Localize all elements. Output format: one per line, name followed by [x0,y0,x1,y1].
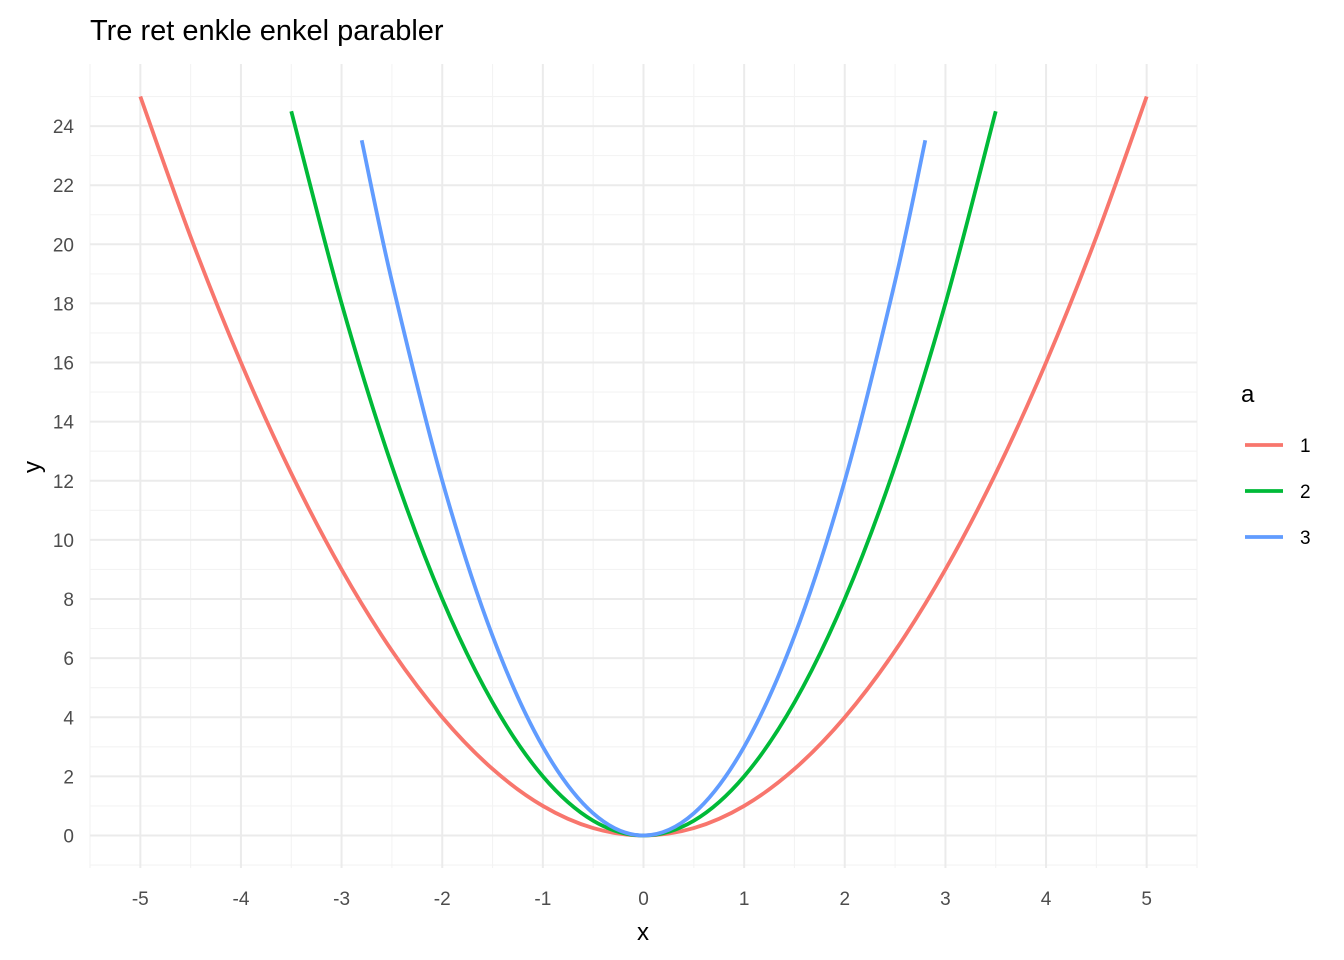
y-tick-label: 6 [63,649,74,670]
y-tick-label: 2 [63,767,74,788]
y-tick-label: 10 [53,531,74,552]
y-axis-title: y [19,461,46,473]
x-tick-label: 0 [638,889,649,910]
y-tick-label: 12 [53,472,74,493]
y-tick-label: 8 [63,590,74,611]
legend-label-3: 3 [1300,528,1311,549]
y-tick-label: 18 [53,294,74,315]
x-tick-label: 5 [1141,889,1152,910]
y-tick-label: 4 [63,708,74,729]
x-tick-label: -1 [534,889,551,910]
chart-title: Tre ret enkle enkel parabler [90,15,444,47]
x-axis-title: x [637,919,649,946]
y-tick-label: 16 [53,354,74,375]
x-tick-label: 4 [1041,889,1052,910]
legend: a 1 2 3 [1241,381,1311,549]
series-line-3 [359,139,928,838]
x-tick-label: 1 [739,889,750,910]
legend-items: 1 2 3 [1245,436,1311,549]
y-tick-label: 20 [53,235,74,256]
x-tick-label: -5 [132,889,149,910]
x-tick-label: 2 [839,889,850,910]
plot-panel [89,64,1198,868]
x-tick-label: 3 [940,889,951,910]
legend-label-1: 1 [1300,436,1311,457]
y-tick-label: 22 [53,176,74,197]
major-gridlines [90,64,1197,868]
x-tick-label: -3 [333,889,350,910]
x-tick-label: -4 [233,889,250,910]
y-tick-label: 14 [53,413,75,434]
x-tick-label: -2 [434,889,451,910]
legend-label-2: 2 [1300,482,1311,503]
series-lines [138,95,1149,838]
x-axis-tick-labels: -5 -4 -3 -2 -1 0 1 2 3 4 5 [132,889,1152,910]
legend-title: a [1241,381,1255,408]
y-tick-label: 0 [63,826,74,847]
y-tick-label: 24 [53,117,75,138]
